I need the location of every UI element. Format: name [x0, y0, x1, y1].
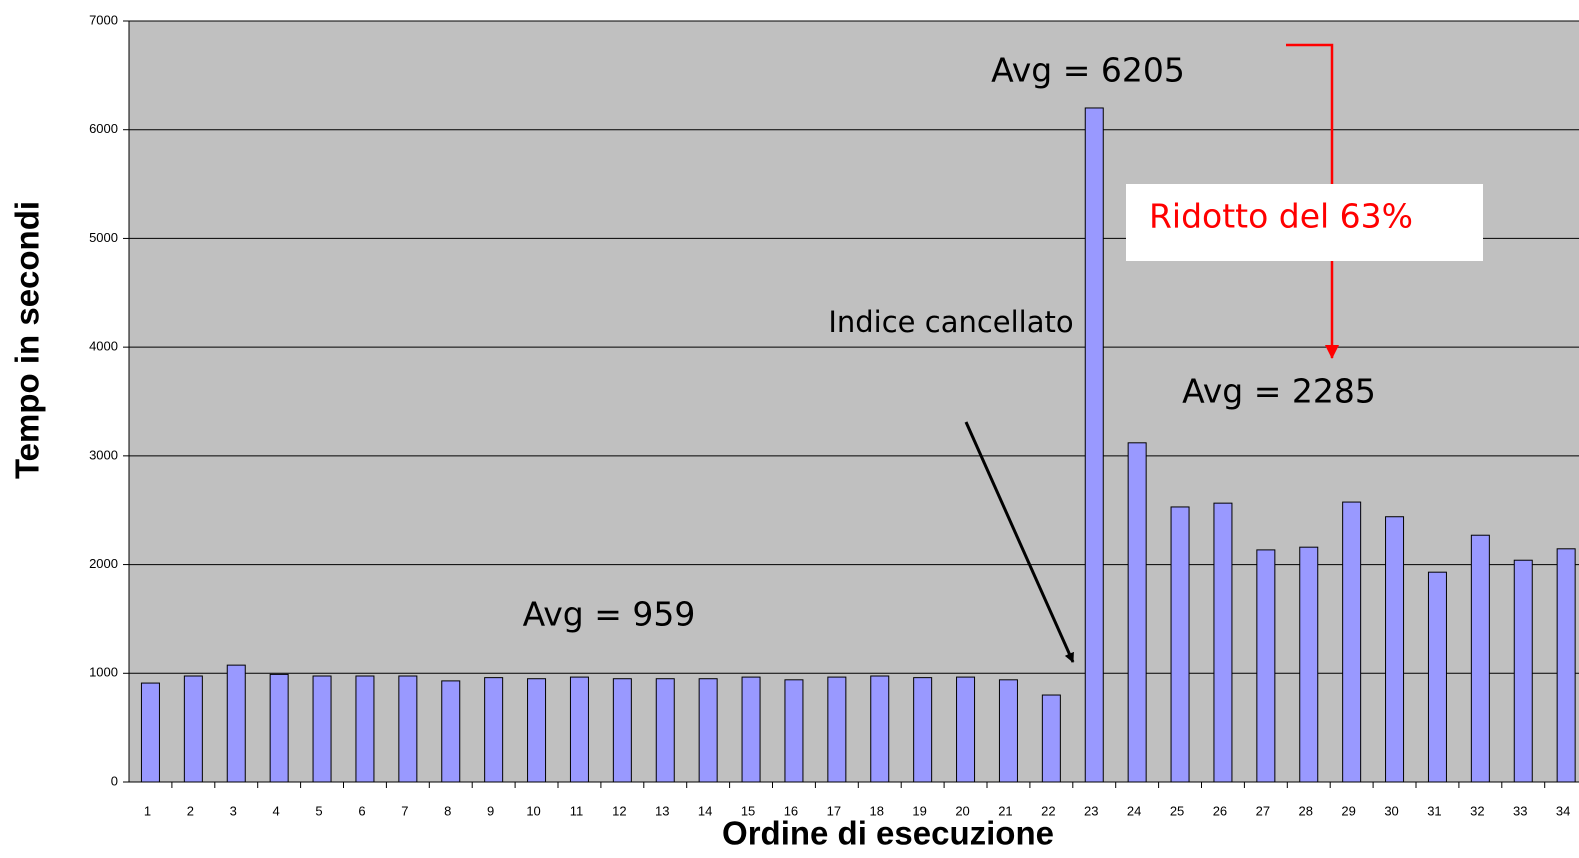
bar — [1170, 506, 1190, 783]
y-tick-label: 5000 — [89, 230, 118, 245]
x-tick-label: 7 — [401, 803, 408, 818]
x-tick-label: 34 — [1556, 803, 1570, 818]
bar — [1041, 694, 1061, 783]
x-tick-label: 16 — [784, 803, 798, 818]
bar — [870, 675, 890, 783]
bar — [312, 675, 332, 783]
x-tick-label: 20 — [955, 803, 969, 818]
y-tick-label: 3000 — [89, 447, 118, 462]
x-tick-label: 21 — [998, 803, 1012, 818]
x-tick-label: 25 — [1170, 803, 1184, 818]
bar — [1556, 548, 1576, 783]
annotation: Avg = 2285 — [1182, 372, 1376, 411]
x-axis-title: Ordine di esecuzione — [722, 815, 1054, 852]
callout-text: Ridotto del 63% — [1149, 197, 1413, 236]
x-tick-label: 33 — [1513, 803, 1527, 818]
x-tick-label: 11 — [570, 803, 584, 818]
bar — [784, 679, 804, 783]
x-tick-label: 24 — [1127, 803, 1141, 818]
x-tick-label: 2 — [187, 803, 194, 818]
x-tick-label: 29 — [1341, 803, 1355, 818]
x-tick-label: 12 — [612, 803, 626, 818]
annotation: Avg = 959 — [523, 595, 696, 634]
bar — [1213, 502, 1233, 783]
callout-box — [1126, 184, 1483, 261]
y-tick-label: 4000 — [89, 339, 118, 354]
y-tick-label: 0 — [111, 773, 118, 788]
bar — [441, 680, 461, 783]
x-tick-label: 28 — [1299, 803, 1313, 818]
bar — [269, 673, 289, 783]
bar — [741, 676, 761, 783]
bar — [1084, 107, 1104, 783]
bar — [998, 679, 1018, 783]
bar — [1256, 549, 1276, 783]
bar — [569, 676, 589, 783]
bar — [527, 678, 547, 783]
x-tick-label: 15 — [741, 803, 755, 818]
bar — [1385, 516, 1405, 783]
y-tick-label: 6000 — [89, 121, 118, 136]
y-tick-label: 1000 — [89, 665, 118, 680]
bar — [1427, 571, 1447, 783]
annotation: Avg = 6205 — [991, 51, 1185, 90]
bar — [140, 682, 160, 783]
x-tick-label: 5 — [315, 803, 322, 818]
bar — [1299, 546, 1319, 783]
x-tick-label: 32 — [1470, 803, 1484, 818]
x-tick-label: 3 — [230, 803, 237, 818]
bar — [1513, 559, 1533, 783]
bar — [226, 664, 246, 783]
x-tick-label: 4 — [273, 803, 280, 818]
bar — [398, 675, 418, 783]
bar — [913, 677, 933, 783]
y-axis-title: Tempo in secondi — [9, 201, 46, 479]
x-tick-label: 19 — [912, 803, 926, 818]
bar — [612, 678, 632, 783]
x-tick-label: 31 — [1427, 803, 1441, 818]
x-tick-label: 6 — [358, 803, 365, 818]
x-tick-label: 22 — [1041, 803, 1055, 818]
x-tick-label: 23 — [1084, 803, 1098, 818]
y-tick-label: 2000 — [89, 556, 118, 571]
bar — [183, 675, 203, 783]
plot-area — [129, 21, 1579, 782]
x-tick-label: 10 — [526, 803, 540, 818]
bar — [1342, 501, 1362, 783]
bar — [1470, 534, 1490, 783]
x-tick-label: 17 — [827, 803, 841, 818]
x-tick-label: 26 — [1213, 803, 1227, 818]
arrow — [964, 421, 1075, 663]
x-tick-label: 13 — [655, 803, 669, 818]
bar — [484, 677, 504, 783]
x-tick-label: 8 — [444, 803, 451, 818]
bar — [698, 678, 718, 783]
bar — [827, 676, 847, 783]
x-tick-label: 14 — [698, 803, 712, 818]
x-tick-label: 30 — [1384, 803, 1398, 818]
bar — [956, 676, 976, 783]
x-tick-label: 1 — [144, 803, 151, 818]
x-tick-label: 18 — [870, 803, 884, 818]
bar — [355, 675, 375, 783]
x-tick-label: 9 — [487, 803, 494, 818]
bar — [1127, 442, 1147, 783]
x-tick-label: 27 — [1256, 803, 1270, 818]
annotation: Indice cancellato — [828, 305, 1073, 339]
y-tick-label: 7000 — [89, 12, 118, 27]
bar — [655, 678, 675, 783]
